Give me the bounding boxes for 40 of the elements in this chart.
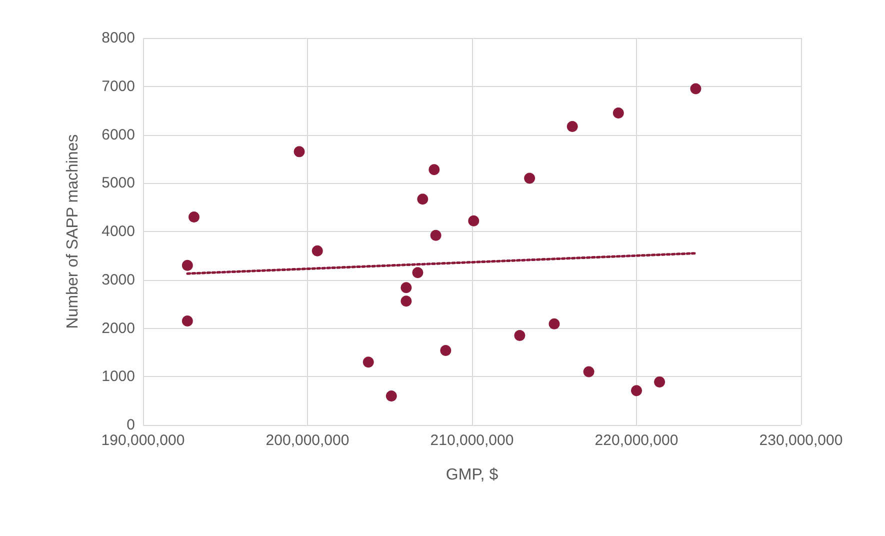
y-tick-label: 3000 [102,271,135,288]
y-tick-label: 0 [126,416,135,434]
point [312,245,323,256]
point [514,330,526,342]
point [400,296,412,307]
point [417,194,428,205]
point [548,318,560,330]
x-axis-title: GMP, $ [446,466,498,484]
point [294,146,305,158]
point [386,390,397,402]
x-tick-label: 190,000,000 [101,432,185,449]
y-tick-label: 6000 [102,126,135,144]
y-axis-title: Number of SAPP machines [64,134,82,329]
y-tick-label: 1000 [102,368,135,386]
point [182,260,193,271]
point [631,385,642,396]
x-tick-label: 210,000,000 [430,432,514,449]
point [654,376,666,388]
y-tick-label: 2000 [102,320,135,337]
point [430,230,442,241]
point [362,356,374,368]
x-tick-label: 200,000,000 [266,432,350,449]
y-tick-label: 5000 [102,174,135,192]
point [440,345,452,356]
point [188,211,200,222]
point [612,107,624,118]
y-tick-label: 8000 [102,30,135,46]
point [182,315,193,326]
point [428,164,440,176]
y-tick-label: 7000 [102,78,135,95]
point [400,282,412,294]
point [583,366,594,378]
x-tick-label: 230,000,000 [759,432,843,449]
x-tick-label: 220,000,000 [594,432,678,449]
point [468,215,480,226]
point [412,267,424,278]
y-tick-label: 4000 [102,223,135,240]
point [690,83,702,94]
point [566,121,578,132]
point [524,172,536,184]
